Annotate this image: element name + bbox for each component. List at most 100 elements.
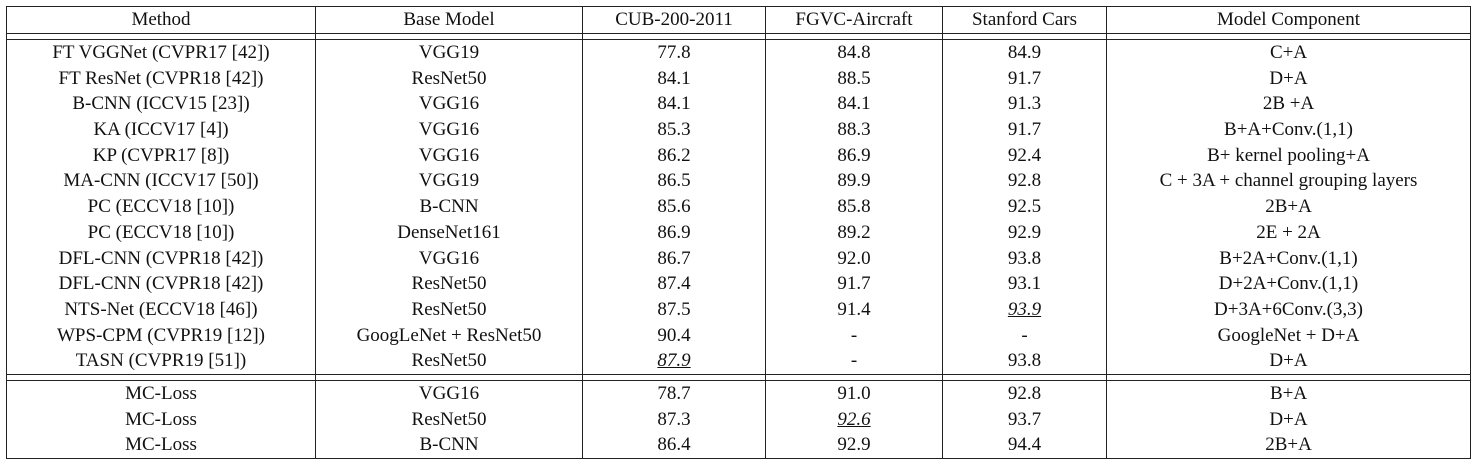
aircraft-cell: 91.4 [765, 296, 943, 323]
cars-cell: 92.8 [942, 168, 1107, 194]
cars-cell-best: 94.4 [942, 432, 1107, 459]
method-cell: PC (ECCV18 [10]) [6, 219, 316, 246]
base-model-cell: VGG19 [315, 39, 583, 66]
cub-cell: 84.1 [582, 91, 766, 117]
component-cell: 2E + 2A [1106, 219, 1471, 246]
section-gap [6, 32, 1471, 40]
cub-cell: 78.7 [582, 380, 766, 407]
base-model-cell: VGG16 [315, 142, 583, 169]
cub-cell-second-best: 87.9 [582, 347, 766, 375]
method-cell: DFL-CNN (CVPR18 [42]) [6, 270, 316, 297]
aircraft-cell: 92.0 [765, 245, 943, 271]
component-cell: C + 3A + channel grouping layers [1106, 168, 1471, 194]
method-cell: MC-Loss [6, 406, 316, 432]
component-cell: D+A [1106, 406, 1471, 432]
table-row: DFL-CNN (CVPR18 [42]) ResNet50 87.4 91.7… [6, 270, 1471, 297]
base-model-cell: VGG16 [315, 116, 583, 143]
method-cell: PC (ECCV18 [10]) [6, 193, 316, 220]
header-model-component: Model Component [1106, 6, 1471, 34]
method-cell: MC-Loss [6, 432, 316, 459]
base-model-cell: B-CNN [315, 432, 583, 459]
cub-cell: 86.9 [582, 219, 766, 246]
table-row-ours: MC-Loss VGG16 78.7 91.0 92.8 B+A [6, 380, 1471, 407]
aircraft-cell: 88.5 [765, 65, 943, 92]
cars-cell: 93.1 [942, 270, 1107, 297]
base-model-cell: ResNet50 [315, 65, 583, 92]
table-row: MA-CNN (ICCV17 [50]) VGG19 86.5 89.9 92.… [6, 168, 1471, 194]
cars-cell: 93.8 [942, 245, 1107, 271]
base-model-cell: ResNet50 [315, 406, 583, 432]
base-model-cell: ResNet50 [315, 347, 583, 375]
cub-cell: 77.8 [582, 39, 766, 66]
aircraft-cell: 85.8 [765, 193, 943, 220]
aircraft-cell-second-best: 92.6 [765, 406, 943, 432]
base-model-cell: VGG19 [315, 168, 583, 194]
base-model-cell: VGG16 [315, 91, 583, 117]
cub-cell: 84.1 [582, 65, 766, 92]
component-cell: 2B+A [1106, 193, 1471, 220]
cub-cell: 86.4 [582, 432, 766, 459]
header-method: Method [6, 6, 316, 34]
base-model-cell: ResNet50 [315, 296, 583, 323]
method-cell: NTS-Net (ECCV18 [46]) [6, 296, 316, 323]
aircraft-cell: 84.8 [765, 39, 943, 66]
component-cell: D+A [1106, 65, 1471, 92]
cub-cell: 86.7 [582, 245, 766, 271]
cars-cell: - [942, 322, 1107, 348]
cub-cell: 87.3 [582, 406, 766, 432]
component-cell: B+ kernel pooling+A [1106, 142, 1471, 169]
table-row: KP (CVPR17 [8]) VGG16 86.2 86.9 92.4 B+ … [6, 142, 1471, 169]
cars-cell: 84.9 [942, 39, 1107, 66]
base-model-cell: GoogLeNet + ResNet50 [315, 322, 583, 348]
component-cell: D+A [1106, 347, 1471, 375]
header-cub: CUB-200-2011 [582, 6, 766, 34]
method-cell: MA-CNN (ICCV17 [50]) [6, 168, 316, 194]
aircraft-cell-best: 92.9 [765, 432, 943, 459]
table-row: FT VGGNet (CVPR17 [42]) VGG19 77.8 84.8 … [6, 39, 1471, 66]
component-cell: C+A [1106, 39, 1471, 66]
cars-cell: 93.8 [942, 347, 1107, 375]
cars-cell-second-best: 93.9 [942, 296, 1107, 323]
cub-cell: 85.6 [582, 193, 766, 220]
table-row: PC (ECCV18 [10]) DenseNet161 86.9 89.2 9… [6, 219, 1471, 246]
cub-cell-best: 90.4 [582, 322, 766, 348]
component-cell: GoogleNet + D+A [1106, 322, 1471, 348]
table-row-ours: MC-Loss B-CNN 86.4 92.9 94.4 2B+A [6, 432, 1471, 459]
component-cell: D+3A+6Conv.(3,3) [1106, 296, 1471, 323]
base-model-cell: VGG16 [315, 380, 583, 407]
aircraft-cell: 91.7 [765, 270, 943, 297]
cars-cell: 92.4 [942, 142, 1107, 169]
cars-cell: 93.7 [942, 406, 1107, 432]
header-aircraft: FGVC-Aircraft [765, 6, 943, 34]
cars-cell: 92.5 [942, 193, 1107, 220]
component-cell: D+2A+Conv.(1,1) [1106, 270, 1471, 297]
method-cell: B-CNN (ICCV15 [23]) [6, 91, 316, 117]
aircraft-cell: 89.2 [765, 219, 943, 246]
table-row: WPS-CPM (CVPR19 [12]) GoogLeNet + ResNet… [6, 322, 1471, 348]
aircraft-cell: 88.3 [765, 116, 943, 143]
base-model-cell: DenseNet161 [315, 219, 583, 246]
component-cell: B+2A+Conv.(1,1) [1106, 245, 1471, 271]
cars-cell: 92.8 [942, 380, 1107, 407]
table-row: TASN (CVPR19 [51]) ResNet50 87.9 - 93.8 … [6, 347, 1471, 375]
method-cell: KA (ICCV17 [4]) [6, 116, 316, 143]
method-cell: DFL-CNN (CVPR18 [42]) [6, 245, 316, 271]
table-row: NTS-Net (ECCV18 [46]) ResNet50 87.5 91.4… [6, 296, 1471, 323]
component-cell: B+A [1106, 380, 1471, 407]
table-row: FT ResNet (CVPR18 [42]) ResNet50 84.1 88… [6, 65, 1471, 92]
section-gap [6, 373, 1471, 381]
method-cell: KP (CVPR17 [8]) [6, 142, 316, 169]
base-model-cell: VGG16 [315, 245, 583, 271]
base-model-cell: ResNet50 [315, 270, 583, 297]
aircraft-cell: - [765, 322, 943, 348]
cub-cell: 86.2 [582, 142, 766, 169]
cars-cell: 91.3 [942, 91, 1107, 117]
table-row: DFL-CNN (CVPR18 [42]) VGG16 86.7 92.0 93… [6, 245, 1471, 271]
table-row: PC (ECCV18 [10]) B-CNN 85.6 85.8 92.5 2B… [6, 193, 1471, 220]
results-table: Method Base Model CUB-200-2011 FGVC-Airc… [6, 6, 1471, 459]
cars-cell: 92.9 [942, 219, 1107, 246]
aircraft-cell: 84.1 [765, 91, 943, 117]
aircraft-cell: 89.9 [765, 168, 943, 194]
header-cars: Stanford Cars [942, 6, 1107, 34]
component-cell: B+A+Conv.(1,1) [1106, 116, 1471, 143]
